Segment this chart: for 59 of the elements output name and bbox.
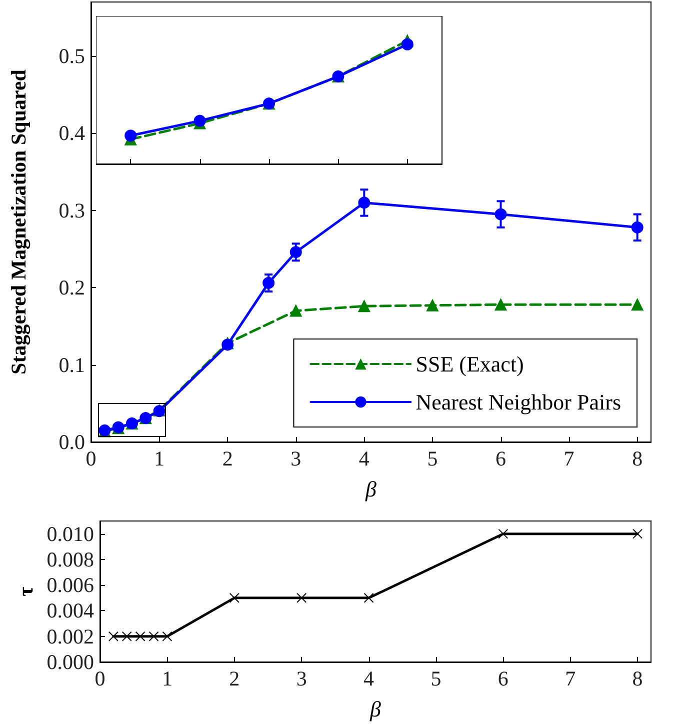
point: [631, 221, 644, 234]
point: [401, 38, 414, 50]
x-tick-label: 6: [498, 666, 508, 690]
point: [358, 300, 370, 312]
y-tick-label: 0.4: [58, 121, 86, 146]
point: [135, 631, 146, 642]
point: [296, 592, 307, 603]
x-axis-title: β: [369, 696, 382, 722]
x-tick-label: 1: [154, 446, 165, 470]
legend-label: SSE (Exact): [416, 352, 524, 376]
point: [426, 299, 438, 312]
x-tick-label: 8: [632, 446, 643, 470]
y-tick-label: 0.004: [46, 598, 94, 623]
point: [358, 196, 370, 209]
point: [262, 276, 275, 289]
point: [290, 246, 302, 258]
x-tick-label: 0: [86, 446, 96, 470]
y-tick-label: 0.2: [58, 276, 85, 300]
x-tick-label: 6: [496, 446, 506, 470]
x-tick-label: 5: [427, 446, 438, 470]
x-tick-label: 2: [229, 666, 240, 690]
x-axis-title: β: [364, 476, 377, 502]
x-tick-label: 4: [364, 666, 375, 690]
point: [632, 528, 643, 539]
point: [108, 631, 118, 642]
legend-label: Nearest Neighbor Pairs: [416, 390, 622, 414]
y-tick-label: 0.006: [46, 573, 94, 598]
y-tick-label: 0.000: [46, 650, 94, 674]
y-tick-label: 0.002: [46, 624, 94, 648]
y-tick-label: 0.0: [58, 430, 85, 454]
point: [290, 304, 302, 317]
point: [498, 528, 508, 539]
point: [148, 631, 159, 642]
point: [364, 592, 374, 603]
point: [229, 592, 240, 603]
x-tick-label: 3: [290, 446, 302, 470]
y-tick-label: 0.3: [58, 198, 85, 222]
point: [494, 208, 507, 220]
x-tick-label: 8: [632, 666, 643, 690]
point: [194, 114, 206, 127]
y-tick-label: 0.1: [58, 352, 85, 377]
x-tick-label: 4: [358, 446, 370, 470]
x-tick-label: 2: [222, 446, 233, 470]
y-tick-label: 0.010: [46, 522, 94, 546]
point: [124, 130, 137, 142]
point: [494, 298, 507, 311]
x-tick-label: 1: [162, 666, 172, 690]
point: [631, 298, 644, 311]
x-tick-label: 7: [564, 446, 574, 470]
point: [122, 631, 132, 642]
x-tick-label: 5: [430, 666, 442, 690]
x-tick-label: 0: [94, 666, 106, 690]
y-axis-title: τ: [13, 586, 38, 596]
x-tick-label: 3: [296, 666, 307, 690]
y-tick-label: 0.5: [58, 44, 85, 68]
x-tick-label: 7: [565, 666, 576, 690]
y-axis-title: Staggered Magnetization Squared: [6, 69, 30, 374]
y-tick-label: 0.008: [46, 547, 94, 572]
point: [162, 631, 172, 642]
